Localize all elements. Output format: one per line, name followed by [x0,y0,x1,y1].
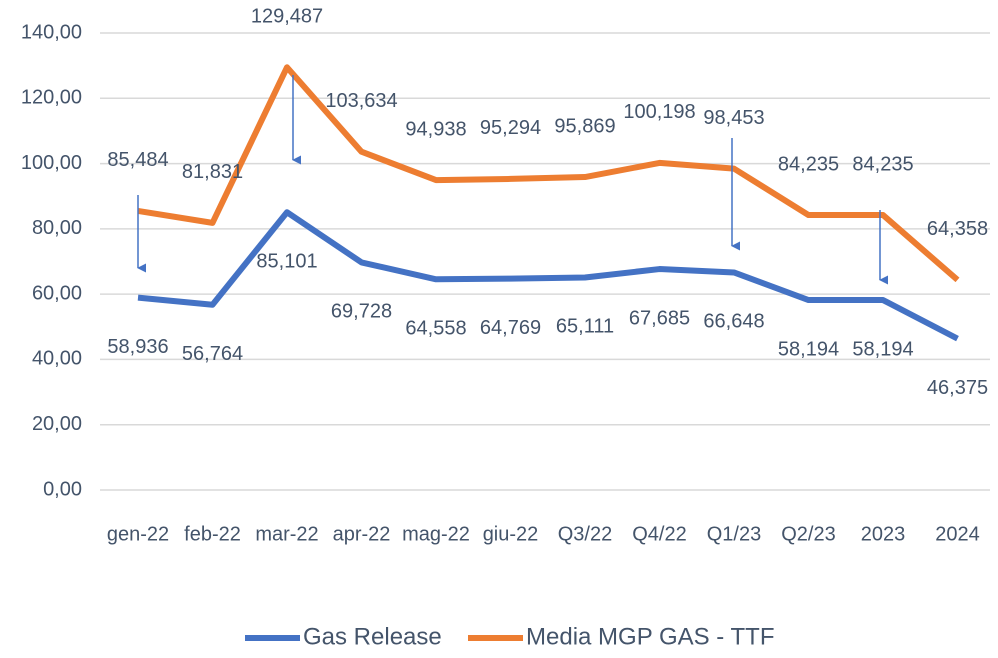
y-tick-label: 40,00 [32,348,82,370]
x-tick-label: Q3/22 [558,523,612,545]
y-tick-label: 20,00 [32,413,82,435]
data-label: 58,194 [778,338,839,360]
data-label: 66,648 [703,311,764,333]
y-tick-label: 0,00 [43,478,82,500]
data-label: 64,769 [480,317,541,339]
data-label: 84,235 [778,153,839,175]
data-label: 95,294 [480,117,541,139]
grid [100,32,990,491]
x-tick-label: 2023 [861,523,906,545]
data-label: 94,938 [405,118,466,140]
x-tick-label: Q2/23 [781,523,835,545]
data-label: 95,869 [554,115,615,137]
data-label: 58,194 [852,338,913,360]
data-label: 103,634 [325,90,397,112]
x-tick-label: giu-22 [483,523,539,545]
lines [137,64,960,342]
legend-label: Media MGP GAS - TTF [526,623,775,650]
x-tick-label: apr-22 [333,523,391,545]
data-label: 100,198 [623,101,695,123]
data-label: 56,764 [182,343,243,365]
x-tick-label: mag-22 [402,523,470,545]
x-tick-label: mar-22 [255,523,318,545]
data-label: 67,685 [629,307,690,329]
data-label: 58,936 [107,336,168,358]
data-label: 98,453 [703,107,764,129]
data-label: 85,484 [107,149,168,171]
x-tick-label: Q4/22 [632,523,686,545]
y-tick-label: 80,00 [32,217,82,239]
data-label: 65,111 [556,316,614,338]
x-tick-label: Q1/23 [707,523,761,545]
data-label: 84,235 [852,153,913,175]
data-label: 64,358 [927,218,988,240]
series-line [137,209,959,342]
y-tick-label: 60,00 [32,282,82,304]
data-label: 85,101 [256,250,317,272]
x-tick-label: 2024 [935,523,980,545]
y-tick-label: 120,00 [21,87,82,109]
data-label: 69,728 [331,301,392,323]
y-tick-label: 100,00 [21,152,82,174]
data-label: 129,487 [251,6,323,28]
x-tick-label: gen-22 [107,523,169,545]
legend-label: Gas Release [303,623,442,650]
arrows [137,75,889,285]
data-label: 46,375 [927,377,988,399]
labels: 0,00 20,00 40,00 60,00 80,00 100,00 120,00 140,… [21,6,988,651]
x-tick-label: feb-22 [184,523,241,545]
data-label: 64,558 [405,318,466,340]
series-line [137,64,960,283]
data-label: 81,831 [182,161,243,183]
y-tick-label: 140,00 [21,21,82,43]
